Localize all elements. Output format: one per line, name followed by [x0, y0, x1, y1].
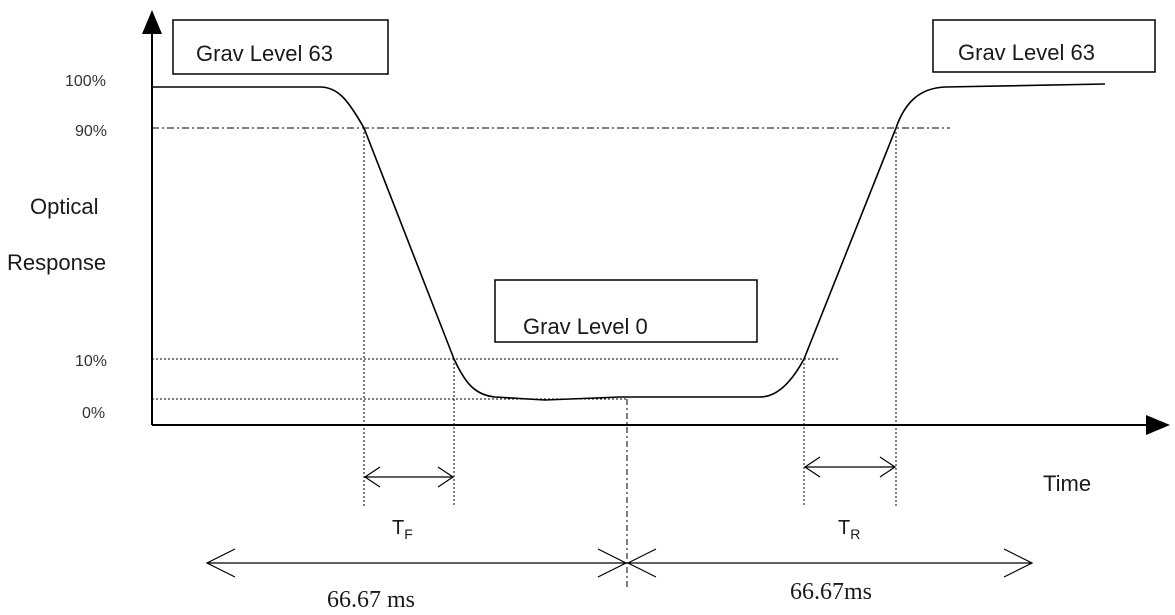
end-level-label: Grav Level 63: [958, 40, 1095, 65]
y-axis-title-line1: Optical: [30, 194, 98, 219]
mid-level-box: Grav Level 0: [494, 279, 758, 343]
x-axis-title: Time: [1043, 471, 1091, 496]
tick-10: 10%: [75, 353, 107, 370]
rise-time-label: TR: [838, 517, 860, 542]
mid-level-label: Grav Level 0: [523, 314, 648, 339]
tick-0: 0%: [82, 405, 105, 422]
tick-100: 100%: [65, 73, 106, 90]
tick-90: 90%: [75, 123, 107, 140]
fall-time-arrow: [363, 466, 455, 488]
start-level-label: Grav Level 63: [196, 41, 333, 66]
reference-lines: [152, 127, 950, 400]
second-period-arrow: [626, 548, 1034, 578]
first-period-label: 66.67 ms: [327, 587, 415, 613]
y-axis-arrowhead: [142, 10, 162, 34]
start-level-box: Grav Level 63: [172, 19, 389, 75]
first-period-arrow: [205, 548, 628, 578]
y-tick-labels: 100% 90% 10% 0%: [65, 73, 107, 422]
end-level-box: Grav Level 63: [932, 19, 1156, 73]
second-period-label: 66.67ms: [790, 579, 872, 605]
rise-time-arrow: [803, 456, 897, 478]
y-axis-title-line2: Response: [7, 250, 106, 275]
x-axis-arrowhead: [1146, 415, 1170, 435]
fall-time-label: TF: [392, 517, 413, 542]
response-curve: [152, 83, 1106, 401]
vertical-markers: [363, 128, 897, 590]
